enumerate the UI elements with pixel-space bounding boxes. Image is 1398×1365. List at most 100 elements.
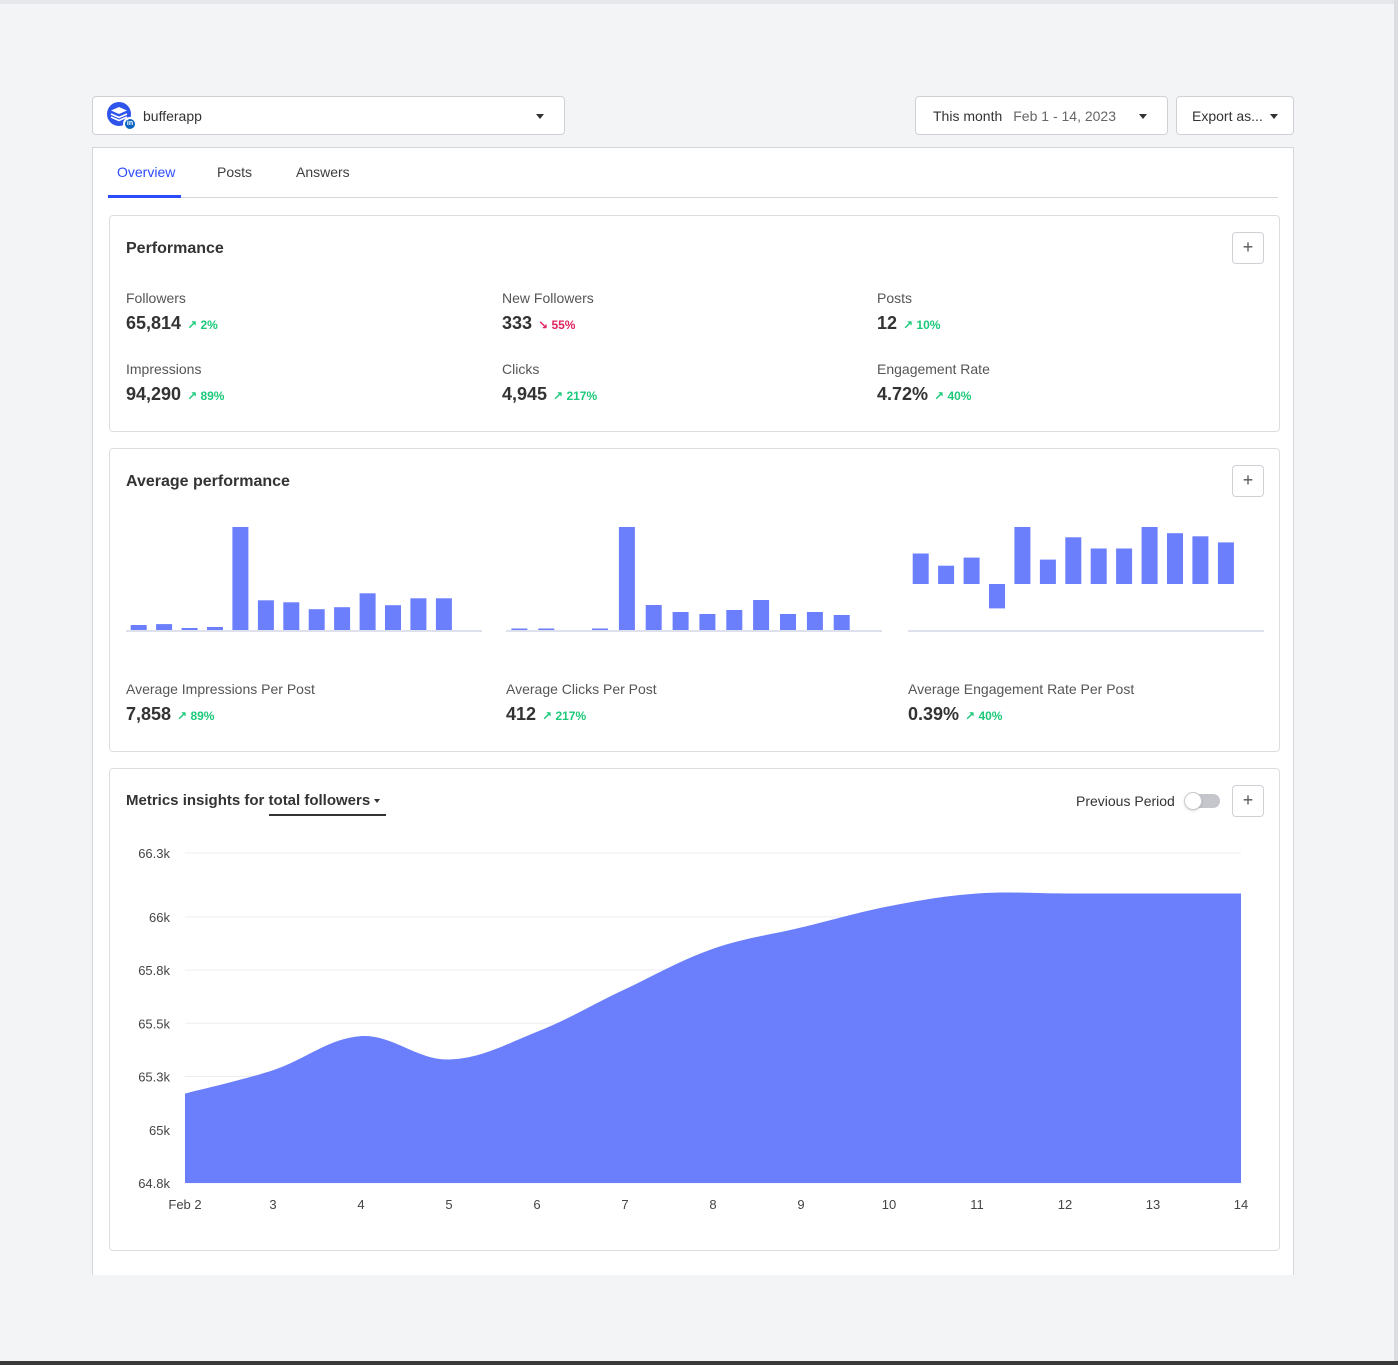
chart-bar (699, 614, 716, 630)
metric-selector-value: total followers (268, 792, 371, 809)
x-tick-label: 4 (357, 1197, 364, 1212)
x-tick-label: 14 (1234, 1197, 1248, 1212)
avatar: in (107, 101, 137, 131)
previous-period-toggle[interactable] (1183, 792, 1220, 810)
tab-overview[interactable]: Overview (117, 164, 176, 180)
x-tick-label: 7 (621, 1197, 628, 1212)
metric-label: Followers (126, 290, 186, 306)
previous-period-label: Previous Period (1076, 793, 1175, 809)
date-range-value: Feb 1 - 14, 2023 (1013, 107, 1116, 124)
chart-bar (1090, 548, 1107, 584)
chart-bar (181, 628, 198, 630)
trend-up-badge: ↗ 89% (187, 389, 225, 403)
engagement-bar-chart (908, 527, 1264, 632)
chart-bar (1116, 548, 1133, 584)
chart-bar (618, 527, 635, 630)
metric-label: Clicks (502, 361, 540, 377)
chart-bar (410, 598, 427, 630)
metric-value: 333 (502, 313, 533, 333)
y-tick-label: 66k (149, 910, 170, 925)
metric-label: New Followers (502, 290, 594, 306)
metrics-insights-prefix: Metrics insights for (126, 792, 265, 809)
metrics-insights-card: Metrics insights for total followers Pre… (109, 768, 1280, 1251)
dropdown-underline (269, 814, 386, 816)
avg-engagement-summary: Average Engagement Rate Per Post 0.39% ↗… (908, 681, 1134, 725)
account-selector[interactable]: in bufferapp (92, 96, 565, 135)
avg-impressions-summary: Average Impressions Per Post 7,858 ↗ 89% (126, 681, 315, 725)
x-tick-label: 10 (882, 1197, 896, 1212)
metric-clicks: Clicks 4,945 ↗ 217% (502, 361, 597, 405)
chart-bar (1141, 527, 1158, 584)
chart-bar (833, 615, 850, 630)
chart-bar (753, 600, 770, 630)
linkedin-badge-icon: in (123, 116, 137, 131)
chart-bar (207, 627, 223, 630)
chevron-down-icon (1270, 114, 1278, 119)
metric-engagement-rate: Engagement Rate 4.72% ↗ 40% (877, 361, 990, 405)
followers-area-series (185, 892, 1241, 1183)
chart-bar (538, 628, 555, 630)
buffer-logo-icon (110, 106, 128, 121)
trend-down-badge: ↘ 55% (538, 318, 576, 332)
chevron-down-icon (374, 799, 381, 804)
date-range-picker[interactable]: This month Feb 1 - 14, 2023 (915, 96, 1168, 135)
chart-bar (1065, 537, 1082, 584)
average-performance-title: Average performance (126, 473, 290, 490)
metric-value: 4.72% (877, 384, 929, 404)
chart-bar (130, 625, 147, 630)
chart-bar (989, 584, 1005, 609)
account-name: bufferapp (143, 107, 202, 124)
chart-bar (938, 565, 955, 584)
impressions-bar-chart (126, 527, 482, 632)
tab-bar: Overview Posts Answers (108, 148, 1278, 198)
chart-bar (672, 612, 689, 630)
chart-bar (592, 628, 608, 630)
active-tab-indicator (108, 195, 181, 198)
metric-impressions: Impressions 94,290 ↗ 89% (126, 361, 224, 405)
tab-answers[interactable]: Answers (296, 164, 350, 180)
x-tick-label: 11 (970, 1197, 984, 1212)
chart-bar (435, 598, 452, 630)
metric-label: Posts (877, 290, 913, 306)
chart-bar (283, 602, 300, 630)
performance-title: Performance (126, 240, 224, 257)
chart-bar (963, 557, 980, 584)
previous-period-control: Previous Period (1076, 792, 1220, 810)
add-average-performance-button[interactable]: + (1232, 465, 1264, 497)
x-tick-label: 13 (1146, 1197, 1160, 1212)
window-frame-bottom (0, 1361, 1398, 1365)
x-tick-label: 6 (533, 1197, 540, 1212)
y-tick-label: 65k (149, 1123, 170, 1138)
toggle-knob (1183, 792, 1202, 810)
x-tick-label: 8 (709, 1197, 716, 1212)
chart-bar (334, 607, 351, 630)
metrics-insights-heading: Metrics insights for total followers (126, 792, 381, 809)
chart-bar (308, 609, 325, 630)
chart-bar (385, 605, 401, 630)
tab-posts[interactable]: Posts (217, 164, 253, 180)
chevron-down-icon (536, 114, 544, 119)
avg-clicks-summary: Average Clicks Per Post 412 ↗ 217% (506, 681, 657, 725)
export-button[interactable]: Export as... (1176, 96, 1294, 135)
window-frame-top (0, 0, 1398, 4)
export-label: Export as... (1192, 107, 1263, 124)
y-tick-label: 65.3k (138, 1070, 170, 1085)
chevron-down-icon (1139, 114, 1147, 119)
chart-bar (1192, 536, 1209, 584)
performance-card: Performance + Followers 65,814 ↗ 2% New … (109, 215, 1280, 432)
trend-up-badge: ↗ 40% (965, 709, 1003, 723)
metric-followers: Followers 65,814 ↗ 2% (126, 290, 218, 334)
trend-up-badge: ↗ 89% (177, 709, 215, 723)
trend-up-badge: ↗ 40% (934, 389, 972, 403)
add-performance-button[interactable]: + (1232, 232, 1264, 264)
chart-bar (232, 527, 249, 630)
metric-selector-dropdown[interactable]: total followers (269, 792, 381, 809)
metric-value: 412 (506, 704, 537, 724)
chart-bar (1217, 542, 1234, 584)
x-tick-label: 5 (445, 1197, 452, 1212)
chart-bar (156, 624, 173, 630)
chart-bar (257, 600, 274, 630)
metric-label: Average Impressions Per Post (126, 681, 315, 697)
metric-posts: Posts 12 ↗ 10% (877, 290, 940, 334)
add-insights-button[interactable]: + (1232, 785, 1264, 817)
